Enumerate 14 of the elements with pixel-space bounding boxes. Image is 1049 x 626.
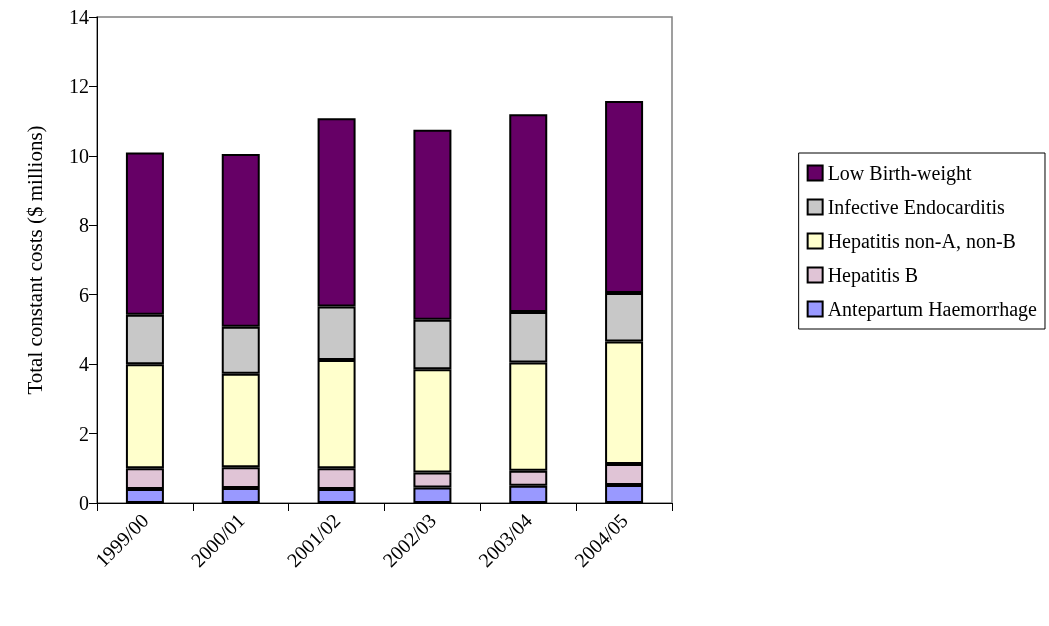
y-tick-label: 12 <box>69 75 89 98</box>
y-tick-label: 4 <box>79 353 89 376</box>
y-tick-label: 6 <box>79 283 89 306</box>
legend-label: Infective Endocarditis <box>827 196 1006 218</box>
legend-label: Hepatitis B <box>827 264 919 287</box>
legend-label: Antepartum Haemorrhage <box>827 298 1038 321</box>
legend-label: Hepatitis non-A, non-B <box>827 230 1016 253</box>
y-tick-label: 14 <box>69 6 89 28</box>
y-tick-label: 8 <box>79 214 89 237</box>
y-axis-title: Total constant costs ($ millions) <box>22 125 47 395</box>
y-tick-label: 0 <box>79 492 89 514</box>
legend-label: Low Birth-weight <box>827 162 972 185</box>
y-tick-label: 10 <box>69 144 89 167</box>
y-tick-label: 2 <box>79 422 89 445</box>
